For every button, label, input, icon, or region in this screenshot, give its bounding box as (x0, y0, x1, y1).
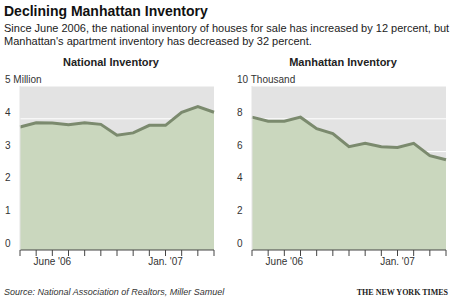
svg-text:0: 0 (237, 238, 243, 249)
svg-text:10 Thousand: 10 Thousand (237, 74, 295, 85)
svg-text:Jan. '07: Jan. '07 (380, 256, 415, 267)
svg-text:3: 3 (8, 140, 11, 151)
svg-text:2: 2 (8, 172, 11, 183)
svg-text:1: 1 (8, 205, 11, 216)
html-text:Declining Manhattan Inventory: Declining Manhattan Inventory (4, 3, 208, 19)
svg-text:Jan. '07: Jan. '07 (148, 256, 183, 267)
svg-text:4: 4 (237, 172, 243, 183)
svg-text:June '06: June '06 (266, 256, 304, 267)
svg-text:2: 2 (237, 205, 243, 216)
html-text:THE NEW YORK TIMES: THE NEW YORK TIMES (356, 288, 448, 297)
svg-text:4: 4 (8, 107, 11, 118)
html-text:Source: National Association o: Source: National Association of Realtors… (4, 287, 225, 297)
svg-text:0: 0 (8, 238, 11, 249)
html-text:National Inventory: National Inventory (63, 56, 159, 68)
svg-text:5 Million: 5 Million (8, 74, 42, 85)
svg-text:6: 6 (237, 140, 243, 151)
html-text:Since June 2006, the national: Since June 2006, the national inventory … (4, 22, 450, 47)
svg-text:June '06: June '06 (34, 256, 72, 267)
html-text:Manhattan Inventory: Manhattan Inventory (289, 56, 397, 68)
svg-text:8: 8 (237, 107, 243, 118)
